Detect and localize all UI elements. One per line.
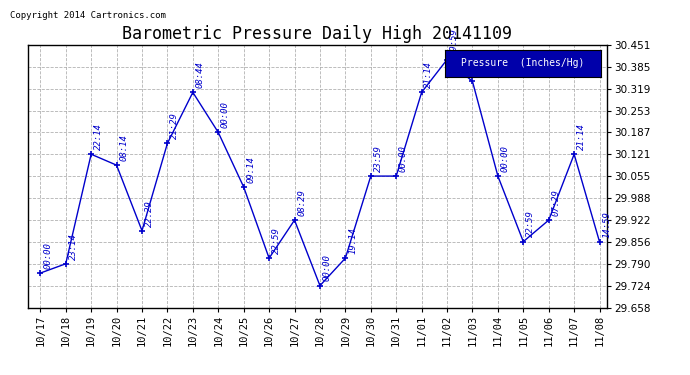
Text: 00:00: 00:00 bbox=[501, 145, 510, 172]
Text: 21:14: 21:14 bbox=[424, 61, 433, 88]
Text: 14:59: 14:59 bbox=[602, 211, 611, 238]
Text: 23:14: 23:14 bbox=[68, 233, 77, 260]
Text: Copyright 2014 Cartronics.com: Copyright 2014 Cartronics.com bbox=[10, 11, 166, 20]
Text: 00:00: 00:00 bbox=[323, 255, 332, 282]
Title: Barometric Pressure Daily High 20141109: Barometric Pressure Daily High 20141109 bbox=[122, 26, 513, 44]
Text: 09:59: 09:59 bbox=[450, 28, 459, 56]
Text: 08:14: 08:14 bbox=[119, 134, 128, 161]
Text: 05:14: 05:14 bbox=[475, 50, 484, 77]
Text: 09:14: 09:14 bbox=[246, 156, 255, 183]
Text: 21:14: 21:14 bbox=[577, 123, 586, 150]
Text: 21:29: 21:29 bbox=[170, 112, 179, 139]
Text: 19:14: 19:14 bbox=[348, 227, 357, 254]
Text: 07:29: 07:29 bbox=[551, 189, 560, 216]
Text: 00:00: 00:00 bbox=[399, 145, 408, 172]
Text: 08:44: 08:44 bbox=[195, 61, 205, 88]
Text: 22:14: 22:14 bbox=[94, 123, 103, 150]
Text: 22:59: 22:59 bbox=[526, 211, 535, 237]
Text: 00:00: 00:00 bbox=[221, 101, 230, 128]
Text: 00:00: 00:00 bbox=[43, 242, 52, 269]
Text: 08:29: 08:29 bbox=[297, 189, 306, 216]
Text: 22:29: 22:29 bbox=[145, 200, 154, 226]
Text: 23:59: 23:59 bbox=[373, 145, 382, 172]
Text: 22:59: 22:59 bbox=[272, 227, 281, 254]
